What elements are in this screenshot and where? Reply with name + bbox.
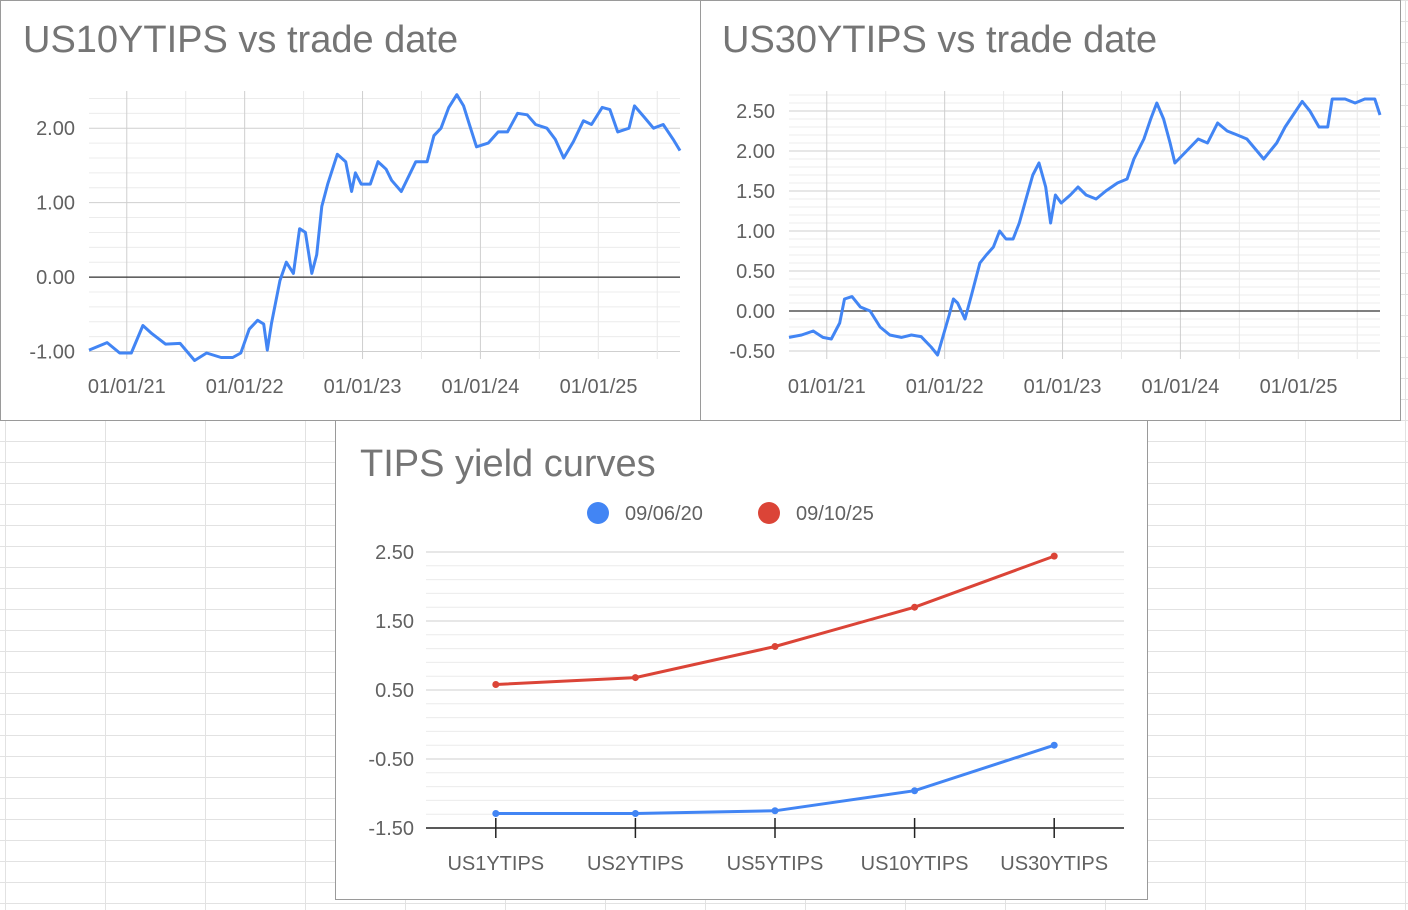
data-point (771, 807, 779, 815)
chart-title: US10YTIPS vs trade date (23, 19, 459, 61)
y-tick-label: 0.50 (736, 261, 775, 283)
chart-title: TIPS yield curves (360, 443, 656, 485)
data-point (911, 787, 919, 795)
x-tick-label: 01/01/25 (1260, 376, 1338, 398)
x-tick-label: 01/01/21 (788, 376, 866, 398)
y-tick-label: 2.50 (375, 542, 414, 564)
legend-marker (758, 502, 780, 524)
x-tick-label: US1YTIPS (447, 853, 544, 875)
y-tick-label: 0.00 (736, 301, 775, 323)
y-tick-label: 0.50 (375, 680, 414, 702)
x-tick-label: US10YTIPS (861, 853, 969, 875)
us30ytips-plot: 2.50 2.00 1.50 1.00 0.50 0.00 -0.50 01/01/21 01/… (729, 91, 1382, 398)
data-point (1050, 552, 1058, 560)
us10ytips-plot: 2.00 1.00 0.00 -1.00 01/01/21 01/01/22 01/01/2… (29, 91, 682, 398)
chart-title: US30YTIPS vs trade date (722, 19, 1158, 61)
y-tick-label: -0.50 (729, 341, 775, 363)
data-point (1050, 741, 1058, 749)
y-tick-label: 1.50 (375, 611, 414, 633)
data-point (492, 810, 500, 818)
x-tick-label: 01/01/22 (906, 376, 984, 398)
us30ytips-chart[interactable]: US30YTIPS vs trade date 2.50 2.00 1.50 1.00… (700, 0, 1401, 421)
yield-curves-plot: 2.50 1.50 0.50 -0.50 -1.50 US1YTIPS US2YTIPS US… (368, 502, 1124, 875)
tips-yield-curves-chart[interactable]: TIPS yield curves 2.50 1.50 0.50 -0.50 -1.50… (335, 420, 1148, 900)
data-point (492, 680, 500, 688)
series-line (495, 743, 1055, 815)
x-tick-label: US2YTIPS (587, 853, 684, 875)
y-tick-label: -0.50 (368, 749, 414, 771)
y-tick-label: 0.00 (36, 267, 75, 289)
x-tick-label: 01/01/25 (560, 376, 638, 398)
data-point (631, 810, 639, 818)
legend-label: 09/10/25 (796, 503, 874, 525)
data-point (911, 603, 919, 611)
x-tick-label: 01/01/23 (1024, 376, 1102, 398)
x-tick-label: US30YTIPS (1000, 853, 1108, 875)
x-tick-label: 01/01/23 (324, 376, 402, 398)
series-line (788, 97, 1382, 357)
y-tick-label: -1.50 (368, 818, 414, 840)
data-point (631, 674, 639, 682)
x-tick-label: US5YTIPS (727, 853, 824, 875)
y-tick-label: 2.00 (736, 141, 775, 163)
y-tick-label: 1.00 (36, 193, 75, 215)
data-point (771, 643, 779, 651)
y-tick-label: -1.00 (29, 342, 75, 364)
x-tick-label: 01/01/24 (1141, 376, 1219, 398)
x-tick-label: 01/01/24 (441, 376, 519, 398)
x-tick-label: 01/01/22 (206, 376, 284, 398)
y-tick-label: 1.50 (736, 181, 775, 203)
legend-label: 09/06/20 (625, 503, 703, 525)
y-tick-label: 2.00 (36, 118, 75, 140)
series-line (88, 93, 682, 362)
legend-marker (587, 502, 609, 524)
y-tick-label: 1.00 (736, 221, 775, 243)
us10ytips-chart[interactable]: US10YTIPS vs trade date 2.00 1.00 0.00 -1.0… (0, 0, 701, 421)
series-line (495, 554, 1055, 686)
x-tick-label: 01/01/21 (88, 376, 166, 398)
y-tick-label: 2.50 (736, 101, 775, 123)
